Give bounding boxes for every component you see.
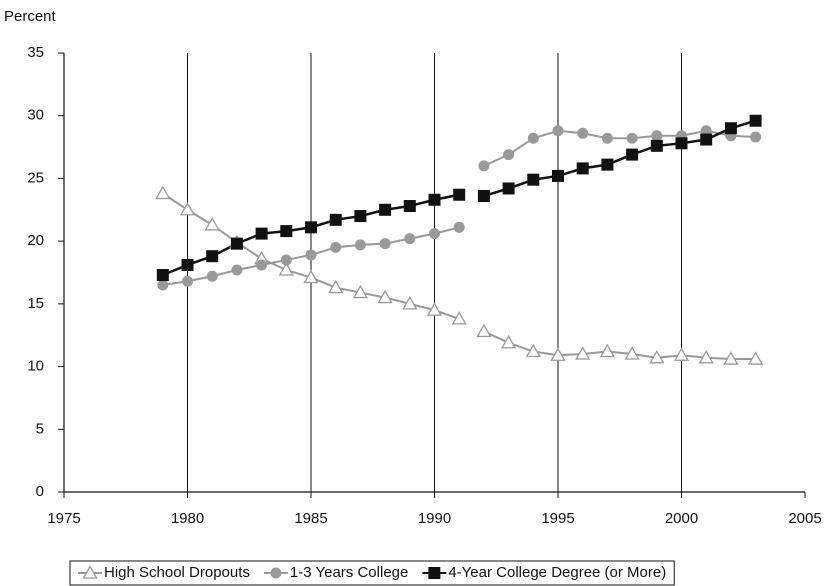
marker xyxy=(649,349,665,364)
marker xyxy=(280,254,292,266)
marker xyxy=(404,233,416,245)
x-tick-label: 2005 xyxy=(788,510,821,527)
marker xyxy=(453,221,465,233)
marker xyxy=(525,343,541,358)
marker xyxy=(749,114,762,127)
marker xyxy=(305,249,317,261)
marker xyxy=(403,200,416,213)
x-tick-label: 1990 xyxy=(418,510,451,527)
marker xyxy=(453,188,466,201)
marker xyxy=(377,289,393,304)
marker xyxy=(576,162,589,175)
marker xyxy=(256,259,268,271)
marker xyxy=(626,132,638,144)
marker xyxy=(354,210,367,223)
marker xyxy=(270,567,282,579)
legend-label: High School Dropouts xyxy=(104,564,250,581)
marker xyxy=(700,125,712,137)
x-tick-label: 1980 xyxy=(171,510,204,527)
marker xyxy=(303,269,319,284)
marker xyxy=(477,189,490,202)
y-tick-label: 25 xyxy=(27,169,44,186)
marker xyxy=(599,343,616,358)
marker xyxy=(675,137,688,150)
marker xyxy=(330,241,342,253)
y-tick-label: 0 xyxy=(36,483,44,500)
marker xyxy=(206,250,219,263)
marker xyxy=(500,334,517,349)
marker xyxy=(451,311,467,325)
marker xyxy=(747,351,764,365)
marker xyxy=(157,279,169,291)
marker xyxy=(601,132,613,144)
y-tick-label: 30 xyxy=(27,107,44,124)
marker xyxy=(750,131,762,143)
marker xyxy=(723,351,739,365)
marker xyxy=(527,132,539,144)
marker xyxy=(626,148,639,161)
marker xyxy=(650,139,663,152)
marker xyxy=(476,323,492,338)
marker xyxy=(429,228,440,240)
legend-label: 4-Year College Degree (or More) xyxy=(448,564,666,581)
y-tick-label: 15 xyxy=(27,295,44,312)
marker xyxy=(550,347,566,361)
marker xyxy=(651,130,663,142)
x-tick-label: 1985 xyxy=(294,510,327,527)
marker xyxy=(155,185,171,200)
x-tick-label: 1975 xyxy=(47,510,80,527)
marker xyxy=(82,565,98,579)
marker xyxy=(278,262,294,276)
marker xyxy=(255,227,268,240)
marker xyxy=(354,239,366,251)
marker xyxy=(478,160,490,172)
legend: High School Dropouts 1-3 Years College 4-Y… xyxy=(78,564,666,581)
marker xyxy=(503,149,515,161)
x-tick-label: 2000 xyxy=(665,510,698,527)
series-line xyxy=(162,129,756,287)
marker xyxy=(181,258,194,271)
marker xyxy=(502,182,515,195)
marker xyxy=(624,346,640,360)
marker xyxy=(428,567,441,579)
marker xyxy=(426,302,443,316)
marker xyxy=(601,158,614,171)
marker xyxy=(182,275,193,287)
marker xyxy=(156,269,169,282)
marker xyxy=(552,125,564,137)
y-tick-label: 35 xyxy=(27,44,44,61)
marker xyxy=(379,203,392,216)
marker xyxy=(673,347,690,361)
marker xyxy=(402,296,418,310)
marker xyxy=(552,169,564,182)
marker xyxy=(575,346,591,360)
marker xyxy=(724,122,737,135)
marker xyxy=(328,279,344,294)
marker xyxy=(577,127,589,139)
legend-box xyxy=(69,560,675,586)
y-tick-label: 10 xyxy=(27,358,44,375)
y-tick-label: 20 xyxy=(27,232,44,249)
marker xyxy=(352,284,369,299)
marker xyxy=(305,221,317,234)
series-line xyxy=(162,192,756,361)
y-tick-label: 5 xyxy=(36,420,44,437)
marker xyxy=(231,264,243,276)
marker xyxy=(428,193,441,206)
marker xyxy=(204,217,220,231)
y-axis-label: Percent xyxy=(4,8,57,25)
marker xyxy=(698,349,714,364)
marker xyxy=(700,133,713,146)
legend-label: 1-3 Years College xyxy=(290,564,408,581)
x-tick-label: 1995 xyxy=(541,510,574,527)
marker xyxy=(329,213,342,226)
marker xyxy=(379,238,391,250)
marker xyxy=(179,201,196,216)
marker xyxy=(206,270,218,282)
marker xyxy=(280,225,293,238)
marker xyxy=(230,237,243,250)
marker xyxy=(527,173,540,186)
